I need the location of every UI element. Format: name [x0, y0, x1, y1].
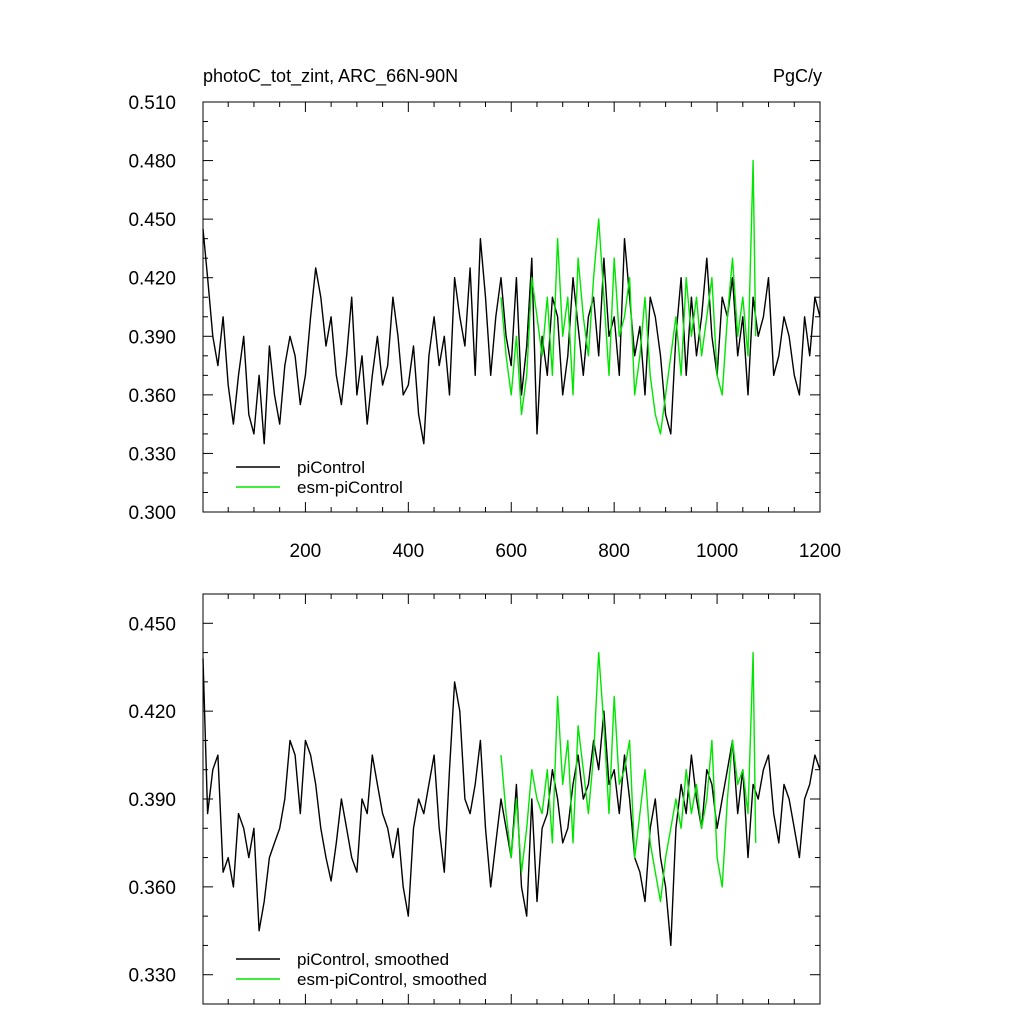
bottom-panel: 0.330 0.360 0.390 0.420 0.450 piControl, smoo…	[128, 593, 821, 1005]
y-tick-label: 0.330	[128, 444, 176, 465]
legend-label: piControl, smoothed	[297, 950, 449, 969]
y-tick-label: 0.450	[128, 614, 176, 635]
plot-frame	[202, 101, 821, 513]
y-tick-label: 0.510	[128, 93, 176, 114]
y-tick-label: 0.300	[128, 503, 176, 524]
legend-label: piControl	[297, 458, 365, 477]
x-tick-label: 1200	[799, 541, 841, 562]
y-tick-label: 0.420	[128, 702, 176, 723]
units-label: PgC/y	[773, 66, 822, 86]
x-tick-label: 1000	[696, 541, 738, 562]
top-panel: 200 400 600 800 1000 1200 0.300 0.330 0.360 0.390…	[128, 93, 841, 562]
y-tick-label: 0.450	[128, 210, 176, 231]
series-line	[202, 228, 821, 445]
legend-label: esm-piControl	[297, 478, 403, 497]
x-tick-label: 600	[495, 541, 527, 562]
y-tick-label: 0.480	[128, 152, 176, 173]
series-line	[500, 159, 757, 435]
y-tick-label: 0.360	[128, 386, 176, 407]
chart-title: photoC_tot_zint, ARC_66N-90N	[203, 66, 458, 87]
y-tick-label: 0.360	[128, 878, 176, 899]
x-tick-label: 200	[290, 541, 322, 562]
legend-label: esm-piControl, smoothed	[297, 970, 487, 989]
x-tick-label: 400	[392, 541, 424, 562]
series-line	[500, 651, 757, 903]
y-tick-label: 0.420	[128, 269, 176, 290]
y-tick-label: 0.330	[128, 966, 176, 987]
y-tick-label: 0.390	[128, 790, 176, 811]
x-tick-label: 800	[598, 541, 630, 562]
y-tick-label: 0.390	[128, 327, 176, 348]
